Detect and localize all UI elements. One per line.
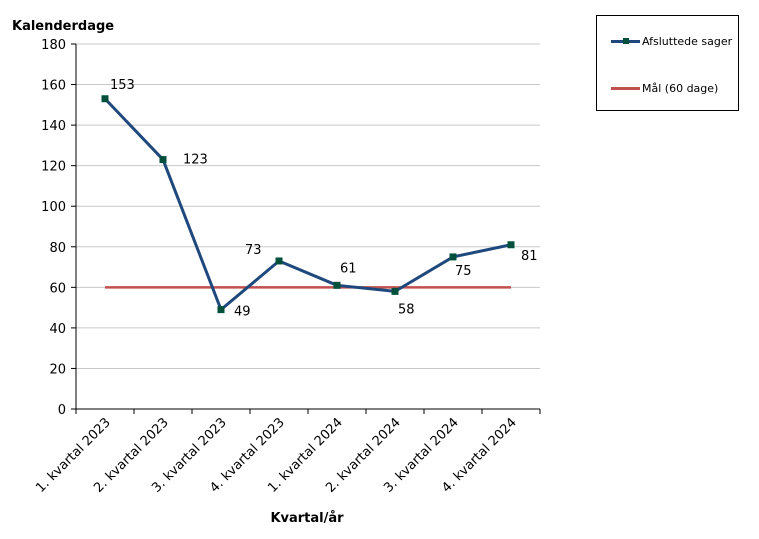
legend-item-afsluttede: Afsluttede sager <box>611 35 732 48</box>
y-tick-label: 20 <box>49 362 66 377</box>
data-label: 49 <box>234 305 251 320</box>
legend-label: Afsluttede sager <box>642 35 733 48</box>
y-tick-label: 80 <box>49 241 66 256</box>
y-tick-label: 0 <box>58 403 66 418</box>
y-tick-label: 120 <box>41 160 66 175</box>
data-point <box>159 156 167 164</box>
data-label: 153 <box>110 78 135 93</box>
data-point <box>507 241 515 249</box>
data-label: 75 <box>455 264 472 279</box>
data-point <box>275 257 283 265</box>
series-line <box>103 97 512 312</box>
legend-label: Mål (60 dage) <box>642 82 719 95</box>
data-label: 81 <box>521 249 538 264</box>
data-point <box>391 287 399 295</box>
y-tick-label: 180 <box>41 38 66 53</box>
legend-swatch-line <box>611 87 640 90</box>
legend: Afsluttede sager Mål (60 dage) <box>596 15 739 111</box>
y-tick-label: 140 <box>41 119 66 134</box>
data-label: 58 <box>398 302 415 317</box>
x-axis-title: Kvartal/år <box>270 511 344 526</box>
data-point <box>217 306 225 314</box>
data-label: 61 <box>340 261 357 276</box>
data-label: 123 <box>183 153 208 168</box>
y-axis-title: Kalenderdage <box>12 19 114 34</box>
data-point <box>449 253 457 261</box>
y-tick-label: 40 <box>49 322 66 337</box>
legend-swatch-line <box>611 38 640 44</box>
y-tick-label: 160 <box>41 79 66 94</box>
data-point <box>333 281 341 289</box>
legend-item-maal: Mål (60 dage) <box>611 82 718 95</box>
data-point <box>101 95 109 103</box>
data-label: 73 <box>245 243 262 258</box>
y-tick-label: 100 <box>41 200 66 215</box>
y-tick-label: 60 <box>49 281 66 296</box>
